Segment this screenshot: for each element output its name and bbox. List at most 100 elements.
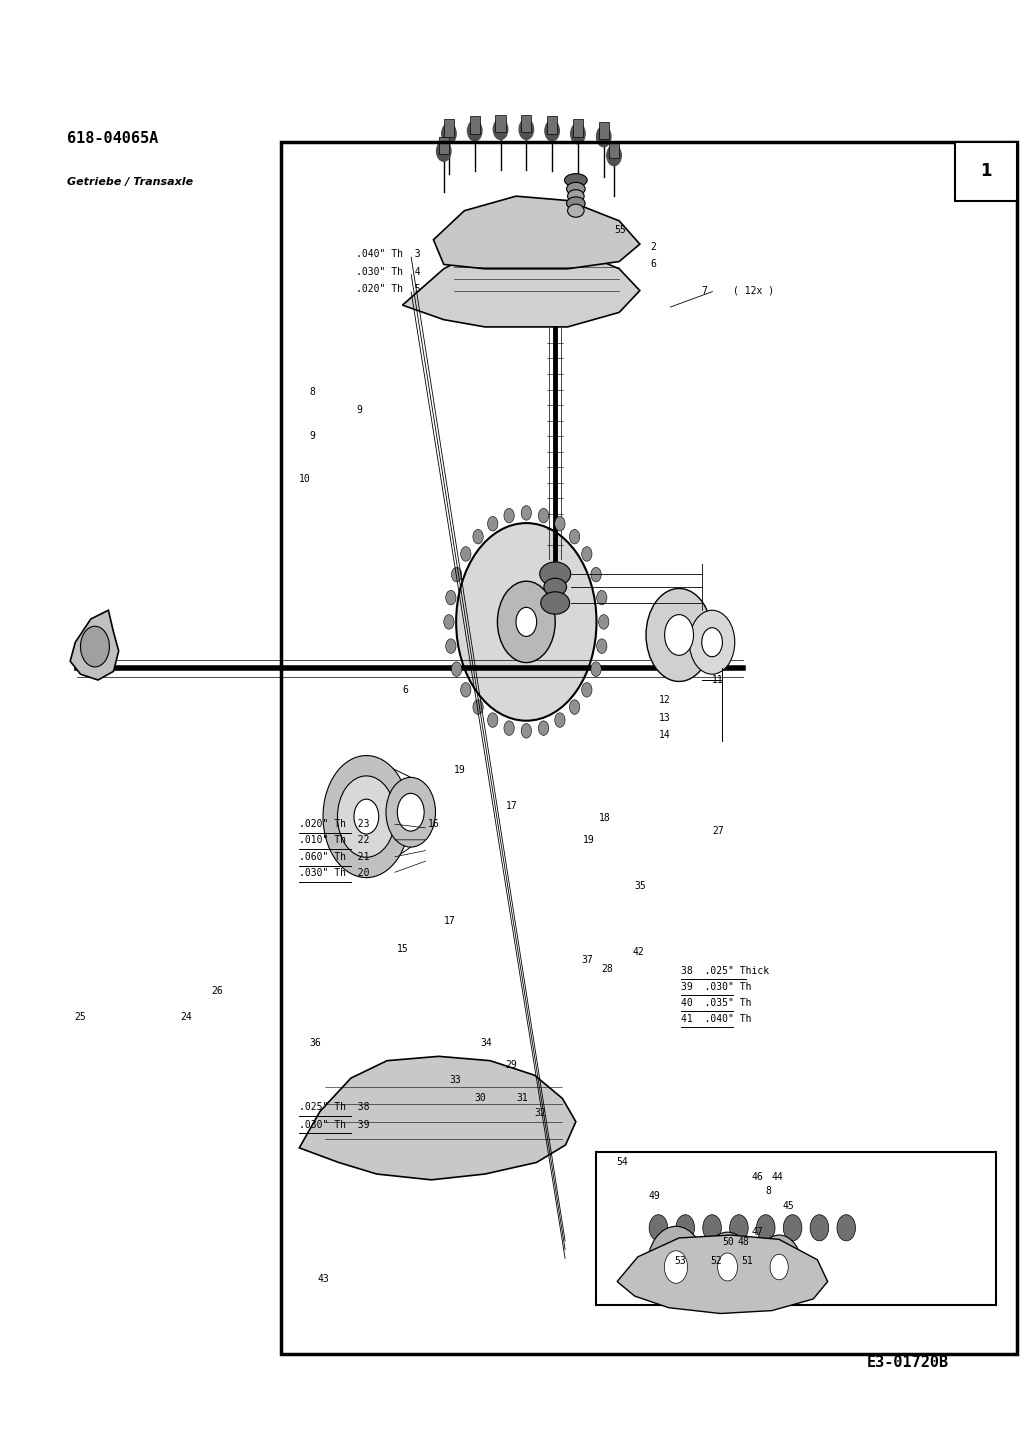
Bar — [599, 122, 609, 139]
Text: 17: 17 — [444, 917, 455, 926]
Circle shape — [397, 793, 424, 831]
Text: 54: 54 — [616, 1158, 627, 1167]
Ellipse shape — [540, 562, 571, 586]
Polygon shape — [299, 1056, 576, 1180]
Text: .040" Th  3: .040" Th 3 — [356, 250, 421, 259]
Text: ( 12x ): ( 12x ) — [733, 286, 774, 295]
Circle shape — [539, 509, 549, 523]
Circle shape — [582, 683, 592, 697]
Text: .030" Th  4: .030" Th 4 — [356, 267, 421, 276]
Text: 25: 25 — [74, 1013, 86, 1021]
Text: 46: 46 — [751, 1173, 763, 1181]
Text: 28: 28 — [602, 965, 613, 974]
Polygon shape — [617, 1235, 828, 1314]
Circle shape — [665, 1251, 687, 1283]
Circle shape — [497, 581, 555, 663]
Circle shape — [702, 628, 722, 657]
Circle shape — [676, 1215, 695, 1241]
Bar — [281, 142, 1017, 1354]
Circle shape — [571, 124, 585, 144]
Text: 29: 29 — [506, 1061, 517, 1069]
Circle shape — [521, 724, 531, 738]
Ellipse shape — [567, 196, 585, 211]
Text: 40  .035" Th: 40 .035" Th — [681, 998, 751, 1007]
Text: 32: 32 — [535, 1109, 546, 1117]
Circle shape — [770, 1254, 788, 1280]
Text: 1: 1 — [979, 163, 992, 180]
Circle shape — [689, 610, 735, 674]
Circle shape — [451, 567, 461, 581]
Circle shape — [599, 615, 609, 629]
Circle shape — [837, 1215, 856, 1241]
Text: 16: 16 — [428, 819, 440, 828]
Circle shape — [442, 124, 456, 144]
Circle shape — [545, 121, 559, 141]
Text: 42: 42 — [633, 947, 644, 956]
Text: 52: 52 — [710, 1257, 721, 1266]
Text: 31: 31 — [516, 1094, 527, 1103]
Circle shape — [451, 663, 461, 677]
Circle shape — [607, 145, 621, 166]
Circle shape — [596, 639, 607, 654]
Text: 13: 13 — [658, 713, 670, 722]
Text: 41  .040" Th: 41 .040" Th — [681, 1014, 751, 1023]
Circle shape — [555, 516, 566, 530]
Text: 53: 53 — [674, 1257, 685, 1266]
Polygon shape — [433, 196, 640, 269]
Text: 39  .030" Th: 39 .030" Th — [681, 982, 751, 991]
Text: 17: 17 — [506, 802, 517, 811]
Text: 7: 7 — [702, 286, 708, 295]
Bar — [495, 115, 506, 132]
Circle shape — [521, 506, 531, 520]
Circle shape — [591, 567, 602, 581]
Circle shape — [473, 700, 483, 715]
Circle shape — [444, 615, 454, 629]
Circle shape — [516, 607, 537, 636]
Text: 618-04065A: 618-04065A — [67, 131, 158, 145]
Text: 6: 6 — [402, 686, 409, 695]
Ellipse shape — [544, 578, 567, 596]
Text: .010" Th  22: .010" Th 22 — [299, 835, 369, 844]
Text: 6: 6 — [650, 260, 656, 269]
Text: 24: 24 — [181, 1013, 192, 1021]
Circle shape — [555, 713, 566, 728]
Text: 14: 14 — [658, 731, 670, 740]
Circle shape — [337, 776, 395, 857]
Text: 37: 37 — [581, 956, 592, 965]
Circle shape — [386, 777, 436, 847]
Text: 51: 51 — [741, 1257, 752, 1266]
Bar — [470, 116, 480, 134]
Text: 9: 9 — [356, 405, 362, 414]
Text: 34: 34 — [480, 1039, 491, 1048]
Text: 30: 30 — [475, 1094, 486, 1103]
Text: 38  .025" Thick: 38 .025" Thick — [681, 966, 769, 975]
Circle shape — [810, 1215, 829, 1241]
Circle shape — [456, 523, 596, 721]
Circle shape — [756, 1215, 775, 1241]
Text: 8: 8 — [766, 1187, 772, 1196]
Circle shape — [582, 546, 592, 561]
Text: 44: 44 — [772, 1173, 783, 1181]
Text: 36: 36 — [310, 1039, 321, 1048]
Circle shape — [446, 590, 456, 604]
Bar — [439, 137, 449, 154]
Circle shape — [570, 529, 580, 543]
Bar — [955, 142, 1017, 201]
Text: 55: 55 — [614, 225, 625, 234]
Text: 50: 50 — [722, 1238, 734, 1247]
Bar — [573, 119, 583, 137]
Circle shape — [487, 713, 497, 728]
Text: 47: 47 — [751, 1228, 763, 1237]
Circle shape — [756, 1235, 802, 1299]
Circle shape — [703, 1215, 721, 1241]
Circle shape — [473, 529, 483, 543]
Circle shape — [504, 721, 514, 735]
Bar — [521, 115, 531, 132]
Text: 49: 49 — [648, 1191, 659, 1200]
Circle shape — [783, 1215, 802, 1241]
Circle shape — [591, 663, 602, 677]
Circle shape — [539, 721, 549, 735]
Text: .030" Th  39: .030" Th 39 — [299, 1120, 369, 1129]
Circle shape — [354, 799, 379, 834]
Circle shape — [460, 546, 471, 561]
